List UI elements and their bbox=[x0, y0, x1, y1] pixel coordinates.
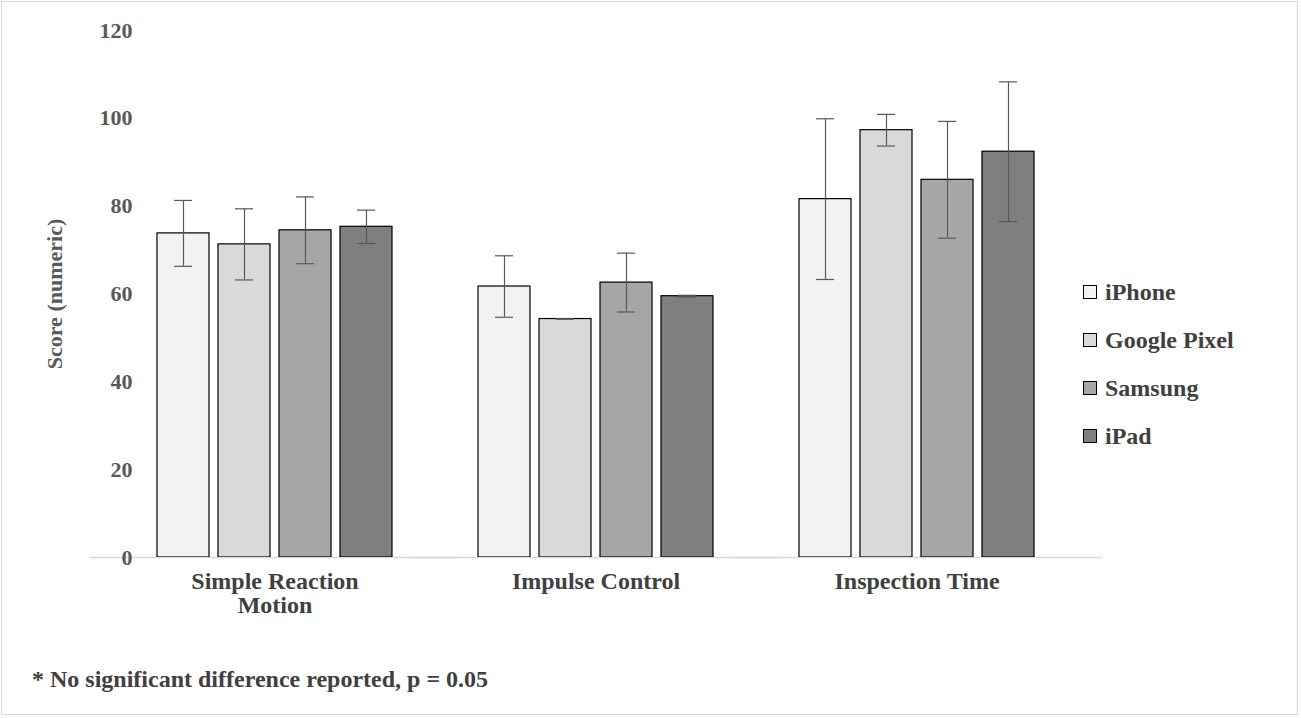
svg-text:60: 60 bbox=[111, 281, 133, 306]
svg-text:120: 120 bbox=[100, 18, 133, 43]
svg-text:Score (numeric): Score (numeric) bbox=[42, 219, 67, 370]
svg-text:80: 80 bbox=[111, 193, 133, 218]
svg-text:Impulse Control: Impulse Control bbox=[512, 568, 681, 594]
svg-text:0: 0 bbox=[122, 545, 133, 570]
html-text:Samsung: Samsung bbox=[1105, 374, 1199, 401]
html-text:iPhone: iPhone bbox=[1105, 278, 1176, 305]
html-text:* No significant difference re: * No significant difference reported, p … bbox=[32, 666, 489, 692]
svg-text:40: 40 bbox=[111, 369, 133, 394]
html-text:iPad: iPad bbox=[1105, 422, 1152, 449]
svg-text:100: 100 bbox=[100, 105, 133, 130]
svg-text:Simple ReactionMotion: Simple ReactionMotion bbox=[191, 568, 358, 618]
html-text:Google Pixel: Google Pixel bbox=[1105, 326, 1234, 353]
svg-text:Inspection Time: Inspection Time bbox=[834, 568, 999, 594]
svg-text:20: 20 bbox=[111, 457, 133, 482]
